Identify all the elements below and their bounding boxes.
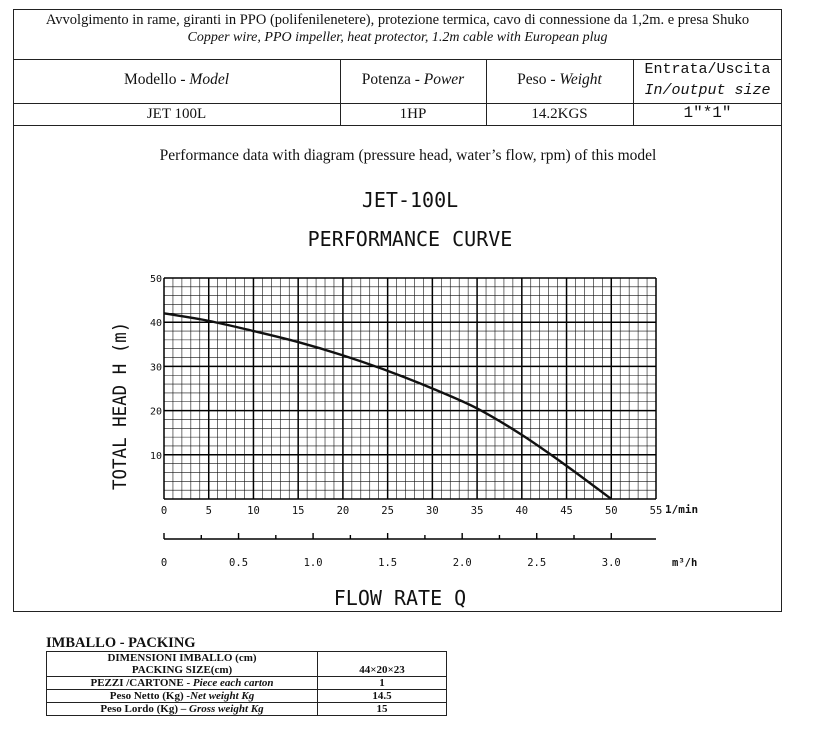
y-tick-labels: 10 20 30 40 50 bbox=[150, 274, 162, 462]
packing-title: IMBALLO - PACKING bbox=[46, 635, 196, 651]
curve-title: PERFORMANCE CURVE bbox=[307, 227, 513, 251]
table-row: PEZZI /CARTONE - Piece each carton 1 bbox=[46, 676, 447, 690]
x-tick-label: 0 bbox=[161, 505, 167, 517]
weight-label: Peso - bbox=[517, 71, 560, 88]
x-tick-label: 25 bbox=[381, 505, 394, 517]
flow-axis: 0 0.5 1.0 1.5 2.0 2.5 3.0 bbox=[161, 533, 656, 569]
x-tick-label: 50 bbox=[605, 505, 618, 517]
net-weight-label-en: Net weight Kg bbox=[190, 690, 255, 702]
flow-tick-label: 1.5 bbox=[378, 557, 397, 569]
pieces-label-en: Piece each carton bbox=[192, 677, 274, 689]
gross-weight-value: 15 bbox=[317, 702, 447, 716]
performance-intro: Performance data with diagram (pressure … bbox=[159, 147, 657, 164]
io-header: Entrata/Uscita bbox=[644, 61, 771, 78]
flow-unit-label: m³/h bbox=[672, 557, 697, 569]
y-tick-label: 50 bbox=[150, 274, 162, 285]
net-weight-label-it: Peso Netto (Kg) - bbox=[109, 690, 191, 702]
x-tick-label: 30 bbox=[426, 505, 439, 517]
weight-label-en: Weight bbox=[559, 71, 602, 88]
pieces-label: PEZZI /CARTONE - Piece each carton bbox=[46, 676, 318, 690]
weight-header: Peso - Weight bbox=[486, 71, 633, 89]
pieces-value: 1 bbox=[317, 676, 447, 690]
y-tick-label: 30 bbox=[150, 362, 162, 373]
model-value: JET 100L bbox=[146, 106, 207, 122]
gross-weight-label-it: Peso Lordo (Kg) – bbox=[100, 703, 190, 715]
table-row: Peso Netto (Kg) -Net weight Kg 14.5 bbox=[46, 689, 447, 703]
performance-curve bbox=[163, 312, 612, 500]
chart-grid-major bbox=[163, 277, 657, 500]
flow-rate-title: FLOW RATE Q bbox=[334, 586, 466, 610]
io-value: 1″*1″ bbox=[683, 104, 732, 122]
x-tick-label: 20 bbox=[337, 505, 350, 517]
x-tick-label: 55 bbox=[650, 505, 663, 517]
table-row: DIMENSIONI IMBALLO (cm) PACKING SIZE(cm)… bbox=[46, 651, 447, 677]
row-divider bbox=[13, 59, 782, 60]
x-tick-labels: 0 5 10 15 20 25 30 35 40 45 50 55 bbox=[161, 505, 662, 517]
power-label-en: Power bbox=[423, 71, 465, 88]
x-tick-label: 10 bbox=[247, 505, 260, 517]
row-divider bbox=[13, 125, 782, 126]
model-title: JET-100L bbox=[361, 188, 459, 212]
y-tick-label: 40 bbox=[150, 318, 162, 329]
description-italian: Avvolgimento in rame, giranti in PPO (po… bbox=[45, 12, 750, 28]
packing-size-label: DIMENSIONI IMBALLO (cm) PACKING SIZE(cm) bbox=[46, 651, 318, 677]
packing-size-label-it: DIMENSIONI IMBALLO (cm) bbox=[107, 652, 257, 664]
flow-tick-label: 3.0 bbox=[602, 557, 621, 569]
x-tick-label: 35 bbox=[471, 505, 484, 517]
performance-chart: 10 20 30 40 50 0 5 10 15 20 25 30 35 40 45 50 55 0 0.5 1.… bbox=[109, 274, 698, 610]
gross-weight-label-en: Gross weight Kg bbox=[189, 703, 264, 715]
description-english: Copper wire, PPO impeller, heat protecto… bbox=[187, 30, 608, 45]
io-header-en: In/output size bbox=[644, 82, 771, 99]
y-tick-label: 20 bbox=[150, 407, 162, 418]
net-weight-value: 14.5 bbox=[317, 689, 447, 703]
flow-tick-label: 1.0 bbox=[304, 557, 323, 569]
power-value: 1HP bbox=[399, 106, 427, 122]
model-label-en: Model bbox=[189, 71, 230, 88]
x-tick-label: 15 bbox=[292, 505, 305, 517]
y-tick-label: 10 bbox=[150, 451, 162, 462]
weight-value: 14.2KGS bbox=[531, 106, 588, 122]
model-header: Modello - Model bbox=[13, 71, 340, 89]
document-frame bbox=[13, 9, 782, 612]
model-label: Modello - bbox=[123, 71, 190, 88]
flow-tick-label: 0.5 bbox=[229, 557, 248, 569]
x-tick-label: 45 bbox=[560, 505, 573, 517]
row-divider bbox=[13, 103, 782, 104]
y-axis-label: TOTAL HEAD H (m) bbox=[109, 322, 131, 490]
power-header: Potenza - Power bbox=[340, 71, 486, 89]
packing-size-value: 44×20×23 bbox=[317, 651, 447, 677]
pieces-label-it: PEZZI /CARTONE - bbox=[90, 677, 193, 689]
gross-weight-label: Peso Lordo (Kg) – Gross weight Kg bbox=[46, 702, 318, 716]
flow-tick-label: 2.5 bbox=[527, 557, 546, 569]
col-divider bbox=[633, 59, 634, 125]
flow-tick-label: 2.0 bbox=[453, 557, 472, 569]
table-row: Peso Lordo (Kg) – Gross weight Kg 15 bbox=[46, 702, 447, 716]
x-tick-label: 5 bbox=[206, 505, 212, 517]
packing-table: DIMENSIONI IMBALLO (cm) PACKING SIZE(cm)… bbox=[46, 651, 447, 716]
net-weight-label: Peso Netto (Kg) -Net weight Kg bbox=[46, 689, 318, 703]
flow-tick-label: 0 bbox=[161, 557, 167, 569]
col-divider bbox=[486, 59, 487, 125]
power-label: Potenza - bbox=[361, 71, 424, 88]
chart-grid-fine bbox=[163, 277, 657, 500]
x-tick-label: 40 bbox=[515, 505, 528, 517]
x-unit-label: 1/min bbox=[665, 503, 698, 516]
col-divider bbox=[340, 59, 341, 125]
packing-size-label-en: PACKING SIZE(cm) bbox=[131, 664, 233, 676]
